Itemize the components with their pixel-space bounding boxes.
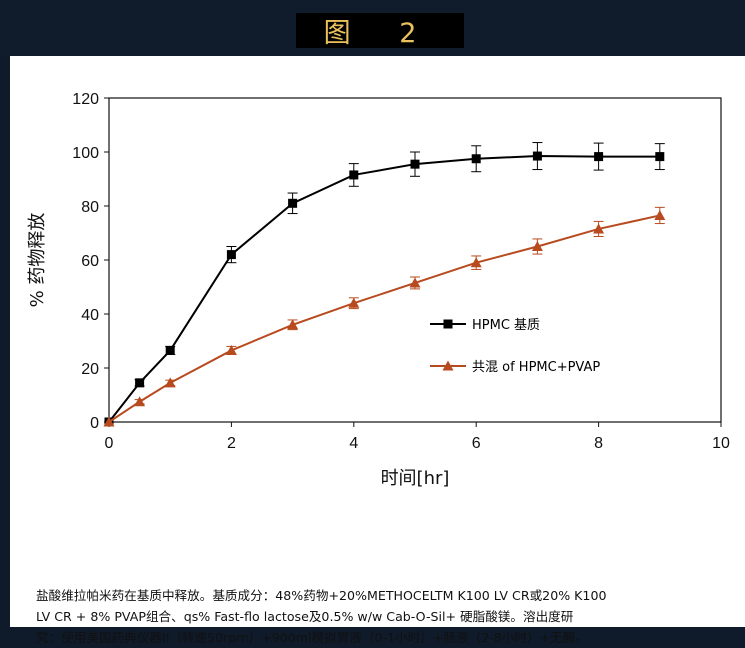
figure-panel: 0 20 40 60 80 100 120 0 2 4 6 8 10 时间[hr] % 药物释放 HPMC 基… (10, 56, 745, 645)
release-chart: 0 20 40 60 80 100 120 0 2 4 6 8 10 时间[hr] % 药物释放 HPMC 基… (27, 91, 730, 489)
legend-label-2: 共混 of HPMC+PVAP (472, 360, 600, 375)
y-tick-label: 80 (81, 199, 99, 216)
header-banner: 图 2 (0, 0, 745, 56)
data-point-triangle (287, 319, 299, 330)
data-point-triangle (164, 377, 176, 388)
x-tick-label: 4 (349, 435, 358, 452)
figure-caption: 盐酸维拉帕米药在基质中释放。基质成分：48%药物+20%METHOCELTM K… (36, 588, 607, 645)
series-line-1 (108, 155, 660, 423)
data-point-square (226, 250, 236, 260)
data-point-square (288, 198, 298, 208)
y-tick-label: 20 (81, 361, 99, 378)
data-point-square (655, 152, 665, 162)
data-point-triangle (348, 297, 360, 308)
x-tick-label: 10 (712, 435, 730, 452)
data-point-triangle (654, 209, 666, 220)
plot-area-frame (108, 97, 722, 423)
x-tick-label: 8 (594, 435, 603, 452)
x-tick-label: 2 (227, 435, 236, 452)
legend-marker-triangle (442, 360, 454, 371)
y-tick-label: 120 (72, 91, 99, 108)
x-tick-label: 6 (472, 435, 481, 452)
data-point-triangle (103, 416, 115, 427)
data-point-square (532, 151, 542, 161)
data-point-square (471, 154, 481, 164)
data-point-square (410, 159, 420, 169)
data-point-triangle (134, 396, 146, 407)
data-point-triangle (470, 257, 482, 268)
y-tick-label: 0 (90, 415, 99, 432)
data-point-square (165, 345, 175, 355)
x-axis-title: 时间[hr] (381, 468, 450, 489)
data-point-triangle (409, 277, 421, 288)
y-tick-label: 100 (72, 145, 99, 162)
y-tick-label: 60 (81, 253, 99, 270)
data-point-triangle (593, 223, 605, 234)
y-axis-title: % 药物释放 (27, 213, 48, 308)
x-tick-label: 0 (105, 435, 114, 452)
data-point-triangle (225, 344, 237, 355)
data-point-triangle (531, 241, 543, 251)
legend-marker-square (443, 319, 453, 329)
data-point-square (349, 170, 359, 180)
data-point-square (594, 152, 604, 162)
figure-title: 图 2 (296, 13, 464, 49)
y-tick-label: 40 (81, 307, 99, 324)
data-point-square (135, 378, 145, 388)
legend-label-1: HPMC 基质 (472, 318, 540, 333)
